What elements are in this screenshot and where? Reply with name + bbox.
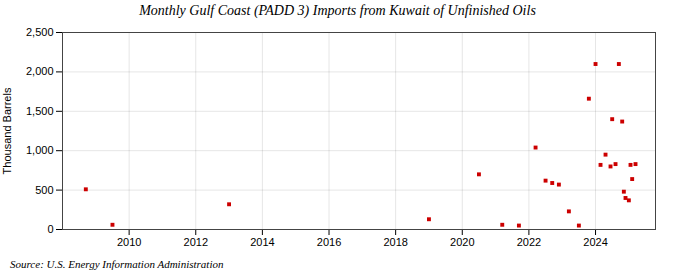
svg-text:2016: 2016 [317, 236, 341, 248]
html-text:Monthly Gulf Coast (PADD 3) Im: Monthly Gulf Coast (PADD 3) Imports from… [139, 3, 536, 18]
svg-text:2018: 2018 [383, 236, 407, 248]
svg-text:1,000: 1,000 [26, 144, 54, 156]
svg-text:0: 0 [47, 223, 53, 235]
svg-text:2020: 2020 [450, 236, 474, 248]
svg-text:2024: 2024 [583, 236, 607, 248]
html-text:Source: U.S. Energy Informatio: Source: U.S. Energy Information Administ… [10, 258, 224, 270]
svg-text:2,000: 2,000 [26, 65, 54, 77]
svg-text:500: 500 [35, 184, 53, 196]
svg-text:2012: 2012 [184, 236, 208, 248]
svg-text:2,500: 2,500 [26, 26, 54, 38]
svg-text:1,500: 1,500 [26, 105, 54, 117]
svg-text:2022: 2022 [517, 236, 541, 248]
svg-text:2014: 2014 [250, 236, 274, 248]
svg-text:Thousand Barrels: Thousand Barrels [1, 87, 13, 174]
svg-text:2010: 2010 [117, 236, 141, 248]
